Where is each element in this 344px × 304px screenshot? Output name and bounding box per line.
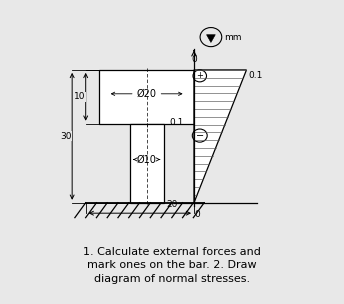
Text: mm: mm [224, 33, 241, 42]
Text: −: − [196, 131, 204, 140]
Polygon shape [206, 35, 215, 43]
Polygon shape [99, 70, 194, 124]
Text: 20: 20 [166, 200, 178, 209]
Text: Ø20: Ø20 [137, 89, 157, 99]
Text: 30: 30 [60, 132, 72, 141]
Text: +: + [196, 71, 203, 80]
Text: 0.1: 0.1 [170, 118, 184, 127]
Text: 1. Calculate external forces and
mark ones on the bar. 2. Draw
diagram of normal: 1. Calculate external forces and mark on… [83, 247, 261, 284]
Text: 0: 0 [191, 55, 197, 64]
Text: Ø10: Ø10 [137, 154, 157, 164]
Text: 0: 0 [194, 210, 200, 219]
Polygon shape [194, 70, 246, 203]
Text: 0.1: 0.1 [248, 71, 262, 80]
Text: 10: 10 [74, 92, 85, 101]
Polygon shape [130, 124, 163, 203]
